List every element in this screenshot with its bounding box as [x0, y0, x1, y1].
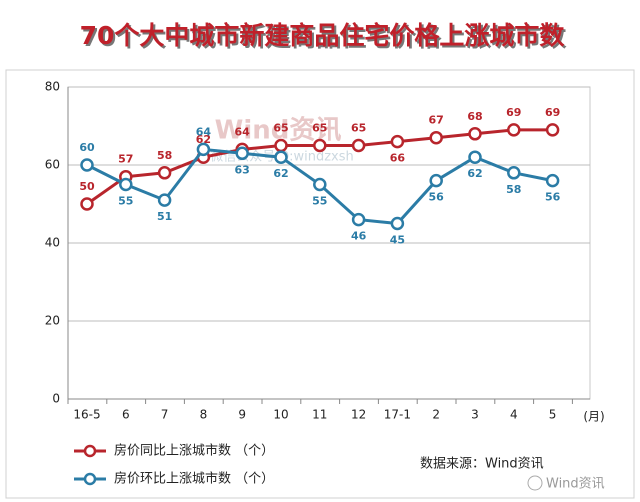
- data-label: 69: [506, 106, 521, 119]
- data-label: 64: [196, 125, 212, 138]
- x-tick-label: 7: [161, 408, 169, 422]
- data-point: [545, 123, 560, 137]
- data-label: 55: [118, 195, 133, 208]
- x-tick-label: 6: [122, 408, 130, 422]
- chart-frame: [5, 69, 635, 499]
- data-point: [80, 197, 94, 211]
- legend-marker: [83, 444, 97, 458]
- data-point: [351, 138, 366, 153]
- data-point: [313, 177, 327, 192]
- data-label: 46: [351, 230, 367, 243]
- data-label: 65: [351, 122, 366, 135]
- x-tick-label: 2: [432, 408, 440, 422]
- y-tick-label: 40: [45, 236, 60, 250]
- legend-label: 房价同比上涨城市数 （个）: [114, 443, 274, 459]
- y-tick-label: 20: [45, 314, 60, 328]
- data-point: [545, 173, 560, 188]
- data-point: [468, 127, 482, 141]
- chart-title: 70个大中城市新建商品住宅价格上涨城市数: [80, 21, 566, 50]
- data-label: 64: [235, 125, 251, 138]
- data-point: [429, 130, 443, 145]
- data-label: 65: [273, 122, 288, 135]
- data-point: [235, 146, 249, 161]
- x-unit-label: (月): [583, 410, 604, 424]
- data-point: [157, 166, 172, 180]
- watermark: Wind资讯: [546, 477, 605, 492]
- y-tick-label: 0: [52, 392, 60, 406]
- x-tick-label: 10: [273, 408, 288, 422]
- data-label: 45: [390, 234, 405, 247]
- data-label: 62: [273, 167, 288, 180]
- data-point: [429, 173, 443, 188]
- legend-marker: [83, 472, 97, 486]
- x-tick-label: 4: [510, 408, 518, 422]
- data-label: 56: [545, 191, 561, 204]
- x-tick-label: 16-5: [73, 408, 100, 422]
- x-tick-label: 12: [351, 408, 366, 422]
- source-note: 数据来源：Wind资讯: [420, 457, 544, 472]
- watermark-icon: [527, 475, 543, 491]
- data-point: [119, 177, 133, 192]
- data-label: 66: [390, 152, 406, 165]
- data-point: [390, 216, 405, 231]
- data-label: 51: [157, 210, 172, 223]
- data-label: 55: [312, 195, 327, 208]
- data-label: 68: [467, 110, 482, 123]
- data-label: 60: [79, 141, 95, 154]
- data-point: [390, 134, 405, 149]
- data-point: [351, 212, 366, 227]
- x-tick-label: 11: [312, 408, 327, 422]
- data-label: 50: [79, 180, 95, 193]
- data-point: [507, 166, 521, 180]
- data-point: [80, 158, 94, 172]
- x-tick-label: 9: [238, 408, 246, 422]
- data-point: [157, 193, 172, 207]
- y-tick-label: 80: [45, 80, 60, 94]
- data-point: [274, 150, 288, 164]
- data-point: [507, 123, 521, 137]
- data-point: [468, 150, 482, 164]
- legend-label: 房价环比上涨城市数 （个）: [114, 471, 274, 487]
- data-label: 65: [312, 122, 327, 135]
- data-label: 67: [429, 114, 444, 127]
- data-label: 58: [157, 149, 172, 162]
- y-tick-label: 60: [45, 158, 60, 172]
- x-tick-label: 3: [471, 408, 479, 422]
- data-label: 58: [506, 183, 521, 196]
- data-point: [274, 138, 288, 153]
- data-label: 57: [118, 153, 133, 166]
- x-tick-label: 17-1: [384, 408, 411, 422]
- data-label: 62: [467, 167, 482, 180]
- data-label: 62: [196, 133, 211, 146]
- data-label: 69: [545, 106, 560, 119]
- data-label: 63: [235, 163, 250, 176]
- data-point: [196, 142, 211, 157]
- data-point: [313, 138, 327, 153]
- x-tick-label: 8: [200, 408, 208, 422]
- x-tick-label: 5: [549, 408, 557, 422]
- chart-title-shadow: 70个大中城市新建商品住宅价格上涨城市数: [82, 23, 568, 52]
- data-label: 56: [429, 191, 445, 204]
